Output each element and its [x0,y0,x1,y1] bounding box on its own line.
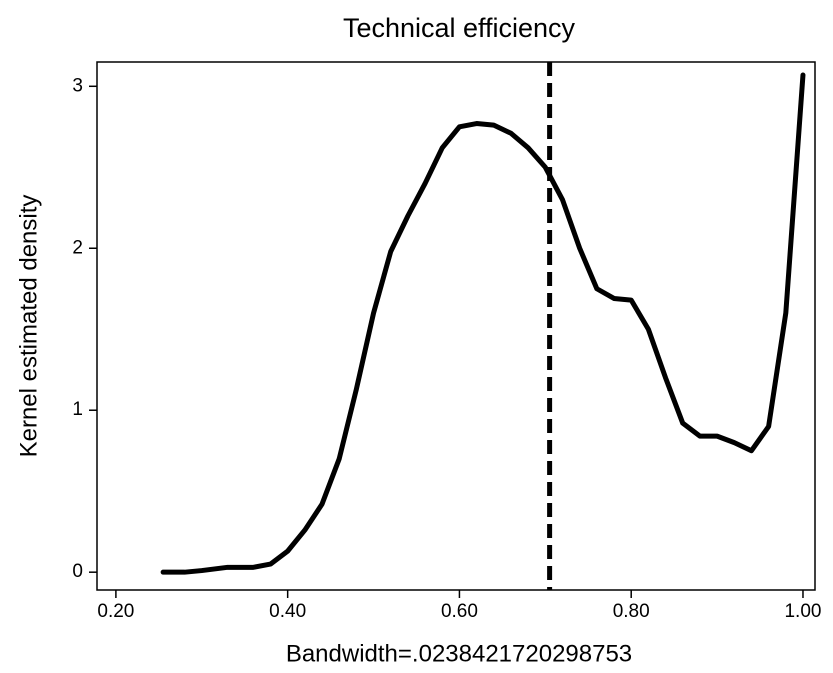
plot-frame [96,61,816,591]
x-tick-label: 0.60 [441,601,478,622]
x-tick-label: 0.80 [613,601,650,622]
y-axis-label: Kernel estimated density [15,195,42,458]
x-tick-label: 0.40 [269,601,306,622]
y-tick-label: 0 [72,561,83,582]
y-tick-label: 3 [72,75,83,96]
y-tick-label: 2 [72,237,83,258]
x-axis-label: Bandwidth=.0238421720298753 [286,640,632,667]
y-tick-label: 1 [72,399,83,420]
x-tick-label: 0.20 [97,601,134,622]
x-tick-label: 1.00 [784,601,821,622]
chart-title: Technical efficiency [343,13,576,43]
density-line [160,72,806,575]
